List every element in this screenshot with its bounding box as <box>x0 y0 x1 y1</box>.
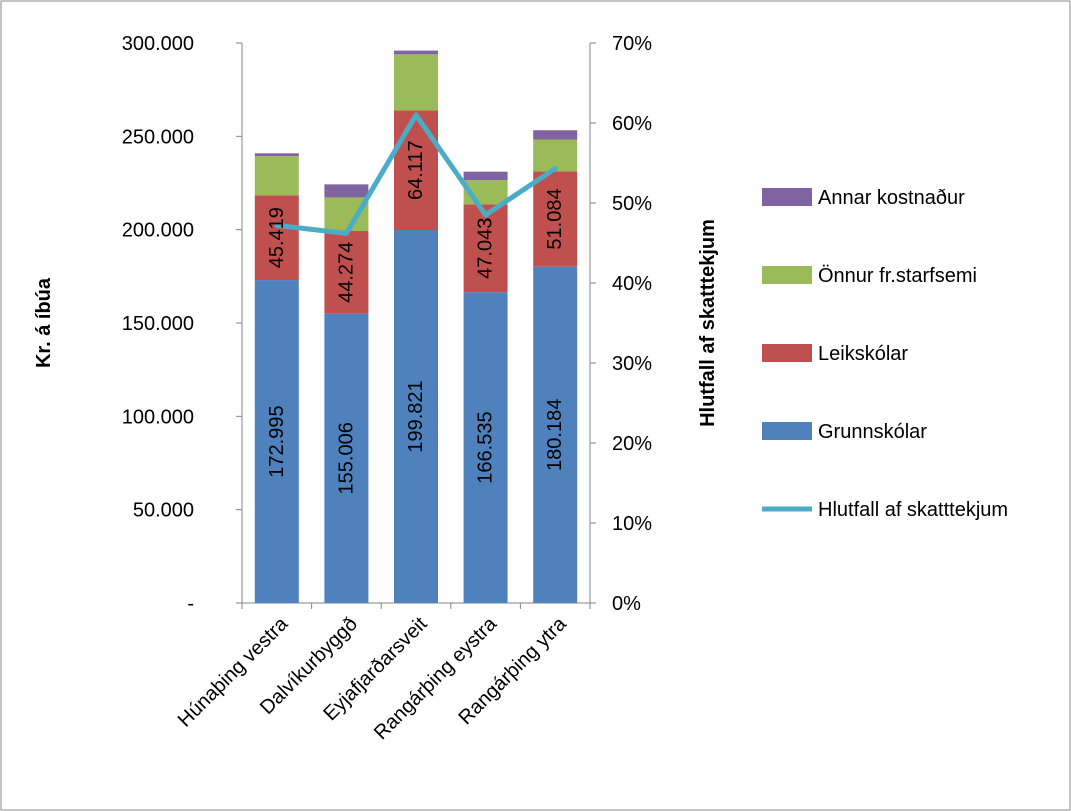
bar-segment <box>254 153 299 157</box>
data-label: 64.117 <box>405 140 427 200</box>
data-label: 45.419 <box>266 207 288 268</box>
y-tick-label: 200.000 <box>122 220 194 242</box>
legend-swatch <box>762 344 812 362</box>
bar-segment <box>463 292 508 603</box>
bar-segment <box>394 50 438 55</box>
y-tick-label: - <box>187 593 194 615</box>
y-tick-label: 250.000 <box>122 126 194 148</box>
data-label: 166.535 <box>475 411 497 483</box>
data-label: 51.084 <box>544 188 566 249</box>
bar-segment <box>533 139 578 172</box>
data-labels: 172.995 45.419 155.006 44.274 199.821 64.117 1… <box>266 140 566 494</box>
y2-tick-label: 0% <box>612 593 641 615</box>
bar-segment <box>254 195 299 281</box>
data-label: 44.274 <box>335 242 357 303</box>
bar-segment <box>254 156 299 196</box>
bar-segment <box>324 197 369 232</box>
data-label: 47.043 <box>475 218 497 279</box>
bar-segment <box>394 230 438 603</box>
y2-tick-label: 60% <box>612 113 652 135</box>
y2-tick-label: 20% <box>612 433 652 455</box>
bar-segment <box>533 266 578 603</box>
y2-tick-label: 50% <box>612 193 652 215</box>
data-label: 199.821 <box>405 380 427 452</box>
bar-segment <box>324 184 369 198</box>
y2-tick-label: 40% <box>612 273 652 295</box>
y2-tick-label: 70% <box>612 33 652 55</box>
bar-segment <box>463 204 508 293</box>
y-tick-label: 300.000 <box>122 33 194 55</box>
legend-label: Leikskólar <box>818 343 908 365</box>
data-label: 180.184 <box>544 399 566 471</box>
ratio-line <box>274 112 558 236</box>
y2-tick-label: 10% <box>612 513 652 535</box>
legend-label: Önnur fr.starfsemi <box>818 265 977 287</box>
legend-swatch <box>762 188 812 206</box>
bar-segment <box>394 54 438 111</box>
bar-segment <box>533 171 578 267</box>
y-tick-label: 150.000 <box>122 313 194 335</box>
y-tick-label: 100.000 <box>122 406 194 428</box>
ratio-line-path <box>274 112 558 236</box>
legend-label: Annar kostnaður <box>818 187 965 209</box>
bars <box>254 50 578 603</box>
y2-axis-title: Hlutfall af skatttekjum <box>697 219 719 427</box>
legend-swatch <box>762 422 812 440</box>
y-tick-label: 50.000 <box>133 500 194 522</box>
bar-segment <box>463 171 508 181</box>
data-label: 155.006 <box>335 422 357 494</box>
bar-segment <box>533 130 578 140</box>
data-label: 172.995 <box>266 405 288 477</box>
bar-segment <box>324 313 369 603</box>
y2-tick-label: 30% <box>612 353 652 375</box>
y-axis-title: Kr. á íbúa <box>33 277 55 368</box>
legend-label: Grunnskólar <box>818 421 927 443</box>
bar-segment <box>324 231 369 314</box>
bar-segment <box>394 110 438 231</box>
legend-label: Hlutfall af skatttekjum <box>818 499 1008 521</box>
legend-swatch <box>762 266 812 284</box>
bar-segment <box>254 280 299 603</box>
legend: Annar kostnaður Önnur fr.starfsemi Leikskó… <box>762 187 1008 521</box>
